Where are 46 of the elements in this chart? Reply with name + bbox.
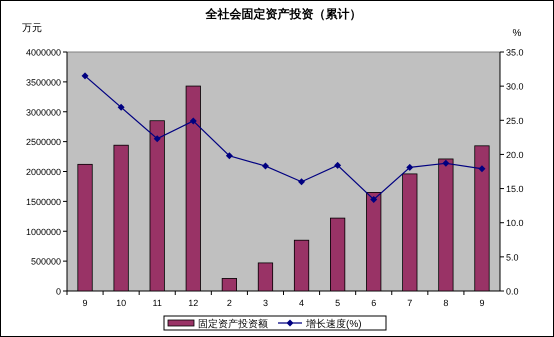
- legend-label: 增长速度(%): [305, 318, 362, 330]
- x-tick-label: 10: [116, 298, 126, 308]
- point: [298, 178, 306, 186]
- x-tick-label: 6: [371, 298, 376, 308]
- y-tick-label: 3000000: [26, 107, 61, 118]
- point: [442, 160, 450, 167]
- y2-tick-label: 5.0: [506, 252, 519, 262]
- x-tick-label: 11: [152, 298, 162, 308]
- y2-tick-label: 20.0: [506, 150, 524, 160]
- x-tick-label: 2: [226, 298, 232, 308]
- x-tick-label: 7: [407, 298, 412, 308]
- y-tick-label: 2500000: [26, 137, 61, 148]
- point: [334, 162, 342, 169]
- y-tick-label: 1500000: [26, 196, 61, 207]
- y-tick-label: 3500000: [26, 77, 61, 88]
- y2-axis-title: %: [512, 28, 522, 39]
- point: [82, 72, 89, 80]
- x-tick-label: 4: [299, 298, 304, 308]
- y2-tick-label: 0.0: [506, 286, 519, 296]
- chart-title: 全社会固定资产投资（累计）: [204, 7, 362, 21]
- point: [226, 152, 233, 160]
- legend-label: 固定资产投资额: [198, 318, 268, 330]
- y2-tick-label: 35.0: [506, 48, 524, 58]
- point: [154, 135, 161, 142]
- x-tick-label: 3: [262, 298, 268, 308]
- x-tick-label: 9: [82, 298, 88, 308]
- y-tick-label: 1000000: [26, 226, 61, 237]
- y2-tick-label: 25.0: [506, 116, 524, 126]
- x-tick-label: 9: [479, 298, 484, 308]
- y-tick-label: 2000000: [26, 167, 61, 177]
- y-axis-title: 万元: [22, 23, 42, 34]
- point: [262, 162, 269, 170]
- y-tick-label: 500000: [30, 256, 61, 267]
- point: [478, 165, 486, 172]
- point: [190, 117, 197, 124]
- y2-tick-label: 30.0: [506, 82, 524, 92]
- point: [406, 164, 414, 171]
- y-tick-label: 4000000: [26, 48, 61, 58]
- point: [370, 196, 378, 203]
- x-tick-label: 8: [443, 298, 448, 308]
- x-tick-label: 12: [188, 298, 198, 308]
- y2-tick-label: 10.0: [506, 218, 524, 228]
- x-tick-label: 5: [335, 298, 340, 308]
- y2-tick-label: 15.0: [506, 184, 524, 194]
- point: [118, 104, 125, 111]
- y-tick-label: 0: [56, 286, 61, 296]
